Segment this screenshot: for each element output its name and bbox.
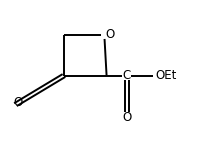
Text: C: C (122, 69, 130, 82)
Text: OEt: OEt (155, 69, 176, 82)
Text: O: O (14, 96, 23, 109)
Text: O: O (104, 28, 114, 41)
Text: O: O (122, 111, 131, 124)
